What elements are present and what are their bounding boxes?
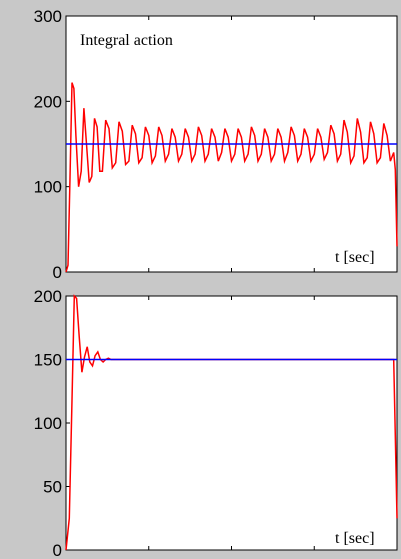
top-y-tick-label: 200 — [34, 92, 62, 111]
bottom-y-tick-label: 150 — [34, 351, 62, 370]
top-y-ticks: 0 100 200 300 — [34, 7, 315, 282]
bottom-series — [65, 294, 398, 551]
top-chart: Integral action t [sec] 0 100 200 300 — [34, 7, 398, 282]
top-x-axis-label: t [sec] — [335, 249, 375, 266]
bottom-y-tick-label: 200 — [34, 287, 62, 306]
bottom-y-ticks: 0 50 100 150 200 — [34, 287, 315, 559]
top-y-tick-label: 100 — [34, 178, 62, 197]
top-series — [65, 82, 398, 273]
top-y-tick-label: 0 — [53, 263, 62, 282]
top-chart-title: Integral action — [80, 32, 173, 49]
bottom-y-tick-label: 0 — [53, 541, 62, 559]
bottom-chart: t [sec] 0 50 100 150 200 — [34, 287, 398, 559]
bottom-y-tick-label: 100 — [34, 414, 62, 433]
top-y-tick-label: 300 — [34, 7, 62, 26]
bottom-x-axis-label: t [sec] — [335, 530, 375, 547]
bottom-plot-area — [65, 295, 398, 551]
bottom-y-tick-label: 50 — [43, 478, 62, 497]
top-response-line — [65, 82, 398, 273]
